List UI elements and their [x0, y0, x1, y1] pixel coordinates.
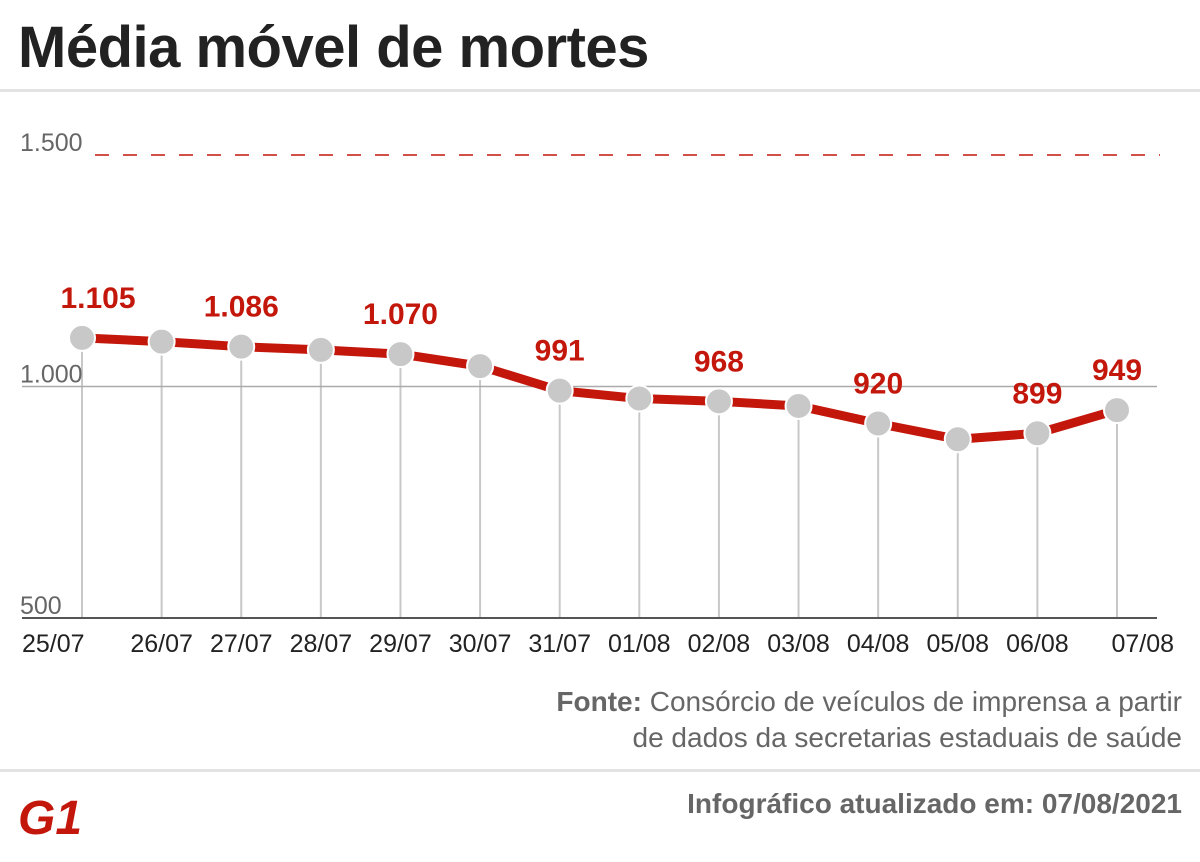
data-label-12: 899	[1012, 377, 1062, 410]
x-tick-label-6: 31/07	[528, 630, 591, 658]
data-label-6: 991	[535, 335, 585, 368]
x-tick-label-9: 03/08	[767, 630, 830, 658]
x-tick-label-10: 04/08	[847, 630, 910, 658]
bottom-divider	[0, 769, 1200, 772]
source-label: Fonte:	[556, 686, 642, 717]
source-line-1: Consórcio de veículos de imprensa a part…	[649, 686, 1182, 717]
x-tick-label-11: 05/08	[926, 630, 989, 658]
data-point-4	[386, 340, 415, 369]
data-label-4: 1.070	[363, 298, 438, 331]
x-tick-label-13: 07/08	[1111, 630, 1174, 658]
data-point-6	[545, 376, 574, 405]
data-point-0	[68, 323, 96, 352]
data-point-2	[227, 332, 256, 361]
x-tick-label-7: 01/08	[608, 630, 671, 658]
data-label-2: 1.086	[204, 291, 279, 324]
data-label-0: 1.105	[60, 282, 135, 315]
source-note: Fonte: Consórcio de veículos de imprensa…	[382, 684, 1182, 756]
x-tick-label-1: 26/07	[130, 630, 193, 658]
x-tick-label-2: 27/07	[210, 630, 273, 658]
data-point-13	[1103, 396, 1131, 425]
data-point-1	[147, 327, 176, 356]
data-point-11	[943, 425, 972, 454]
chart-title: Média móvel de mortes	[18, 15, 649, 80]
line-chart: 500 1.000 1.500 1.105 1.086 1.070 991 968 920 899…	[20, 129, 1174, 658]
data-label-8: 968	[694, 345, 744, 378]
data-point-5	[466, 352, 495, 381]
y-tick-label-1: 1.000	[20, 361, 83, 389]
data-point-10	[864, 409, 893, 438]
y-tick-label-2: 1.500	[20, 129, 83, 157]
x-tick-label-3: 28/07	[290, 630, 353, 658]
source-line-2: de dados da secretarias estaduais de saú…	[632, 722, 1183, 753]
x-tick-label-0: 25/07	[22, 630, 85, 658]
data-point-12	[1023, 419, 1052, 448]
x-tick-label-4: 29/07	[369, 630, 432, 658]
x-tick-label-5: 30/07	[449, 630, 512, 658]
g1-logo-text: G1	[18, 794, 82, 838]
g1-logo-icon: G1	[18, 794, 82, 838]
updated-note: Infográfico atualizado em: 07/08/2021	[687, 788, 1182, 819]
x-tick-label-8: 02/08	[688, 630, 751, 658]
data-point-3	[306, 335, 335, 364]
top-divider	[0, 89, 1200, 92]
data-label-13: 949	[1092, 354, 1142, 387]
y-tick-label-0: 500	[20, 592, 62, 620]
x-tick-label-12: 06/08	[1006, 630, 1069, 658]
data-point-8	[704, 387, 733, 416]
data-point-7	[625, 384, 654, 413]
data-label-10: 920	[853, 368, 903, 401]
data-point-9	[784, 391, 813, 420]
